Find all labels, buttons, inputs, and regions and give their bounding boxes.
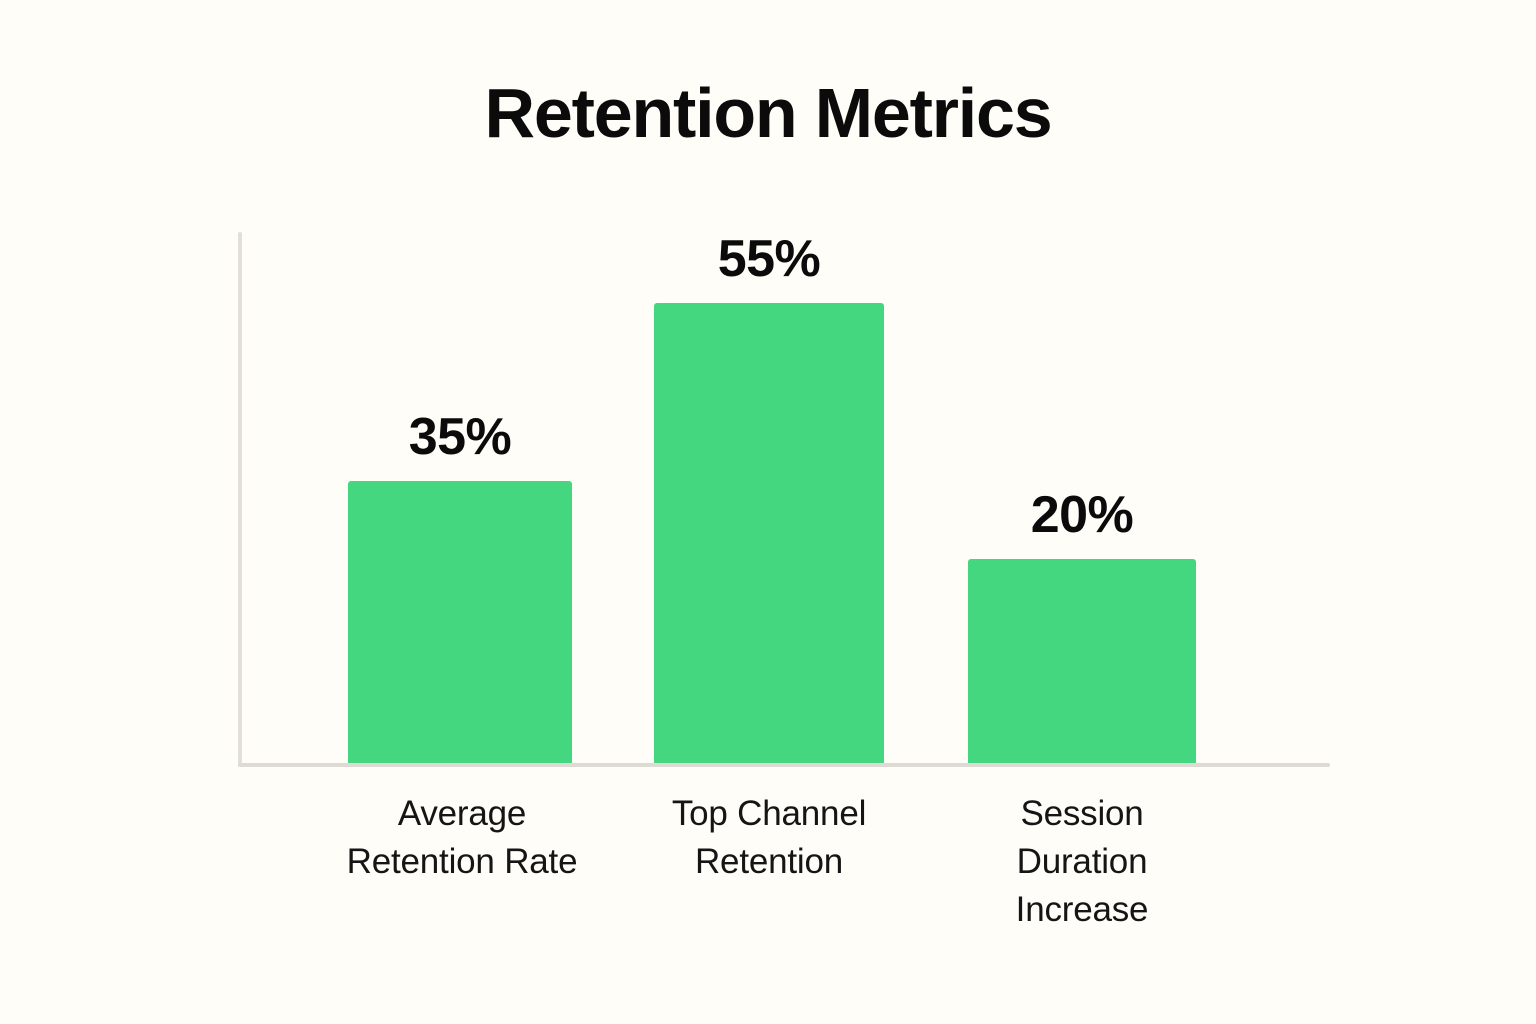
category-label-top-channel-retention: Top Channel Retention	[599, 790, 939, 886]
bar-group-average-retention-rate[interactable]: 35%	[348, 411, 572, 763]
chart-title: Retention Metrics	[484, 74, 1053, 152]
category-label-line: Increase	[1015, 890, 1149, 929]
x-axis-line	[238, 763, 1330, 767]
bar-value-label: 20%	[1030, 486, 1134, 544]
bar-rect[interactable]	[968, 559, 1196, 763]
plot-area: 35% 55% 20%	[238, 232, 1330, 767]
bar-value-label: 55%	[717, 230, 821, 288]
category-label-line: Session	[1020, 794, 1144, 833]
category-label-line: Average	[397, 794, 527, 833]
category-label-line: Retention	[694, 842, 844, 881]
bar-rect[interactable]	[654, 303, 884, 763]
bar-group-session-duration-increase[interactable]: 20%	[968, 489, 1196, 763]
category-label-line: Retention Rate	[346, 842, 578, 881]
category-label-line: Top Channel	[671, 794, 867, 833]
category-label-average-retention-rate: Average Retention Rate	[292, 790, 632, 886]
bar-value-label: 35%	[408, 408, 512, 466]
category-label-line: Duration	[1016, 842, 1148, 881]
bar-group-top-channel-retention[interactable]: 55%	[654, 233, 884, 763]
bar-rect[interactable]	[348, 481, 572, 763]
category-label-session-duration-increase: Session Duration Increase	[912, 790, 1252, 934]
y-axis-line	[238, 232, 242, 766]
